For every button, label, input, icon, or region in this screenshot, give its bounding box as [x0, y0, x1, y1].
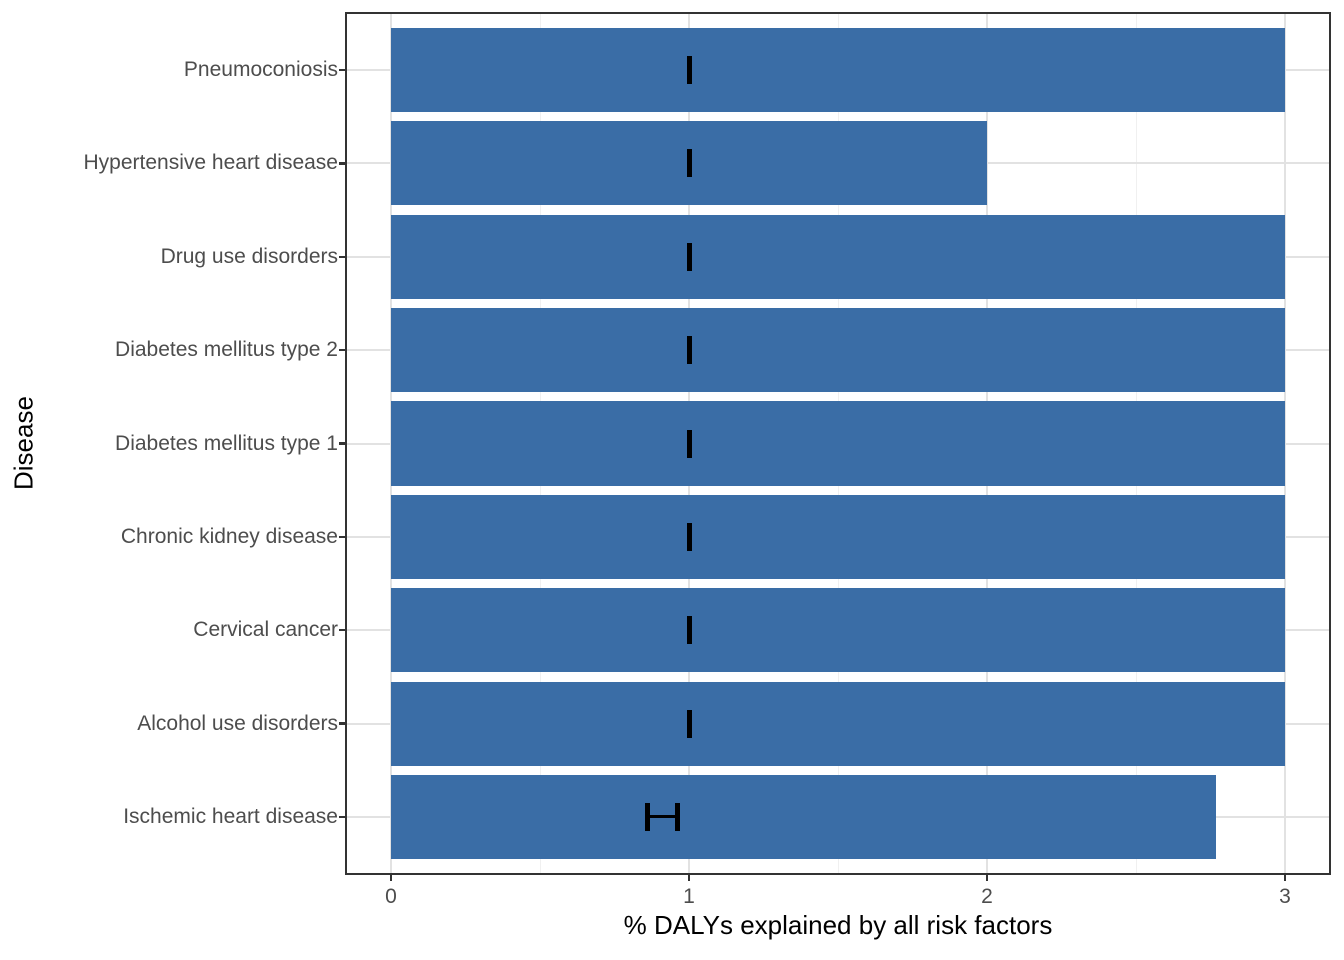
error-bar-tick — [686, 616, 692, 645]
bar — [391, 774, 1217, 859]
bar — [391, 588, 1285, 673]
y-axis-tick — [339, 815, 347, 819]
x-axis-tick — [389, 873, 393, 881]
x-axis-title: % DALYs explained by all risk factors — [623, 910, 1053, 940]
x-tick-label: 2 — [981, 885, 993, 908]
bar — [391, 308, 1285, 393]
bar — [391, 214, 1285, 299]
x-axis-tick — [687, 873, 691, 881]
y-axis-tick — [339, 628, 347, 632]
error-bar-cap — [644, 802, 650, 831]
error-bar-tick — [686, 709, 692, 738]
error-bar-tick — [686, 56, 692, 85]
y-category-label: Drug use disorders — [160, 244, 338, 268]
y-category-label: Hypertensive heart disease — [83, 151, 338, 175]
y-category-label: Diabetes mellitus type 1 — [115, 431, 338, 455]
y-axis-tick — [339, 348, 347, 352]
y-category-label: Diabetes mellitus type 2 — [115, 338, 338, 362]
error-bar-tick — [686, 336, 692, 365]
error-bar-tick — [686, 242, 692, 271]
error-bar-tick — [686, 522, 692, 551]
x-tick-label: 1 — [683, 885, 695, 908]
y-axis-tick — [339, 68, 347, 72]
bar — [391, 401, 1285, 486]
y-category-label: Cervical cancer — [193, 618, 338, 642]
y-category-label: Alcohol use disorders — [137, 711, 338, 735]
x-tick-label: 0 — [385, 885, 397, 908]
error-bar-cap — [674, 802, 680, 831]
bar — [391, 681, 1285, 766]
y-axis-tick — [339, 162, 347, 165]
bar — [391, 28, 1285, 113]
error-bar-line — [647, 815, 678, 819]
bar — [391, 494, 1285, 579]
error-bar-tick — [686, 149, 692, 178]
y-axis-tick — [339, 442, 347, 445]
y-axis-tick — [339, 535, 347, 539]
y-axis-title: Disease — [8, 396, 39, 491]
y-category-label: Chronic kidney disease — [120, 524, 338, 548]
y-axis-tick — [339, 722, 347, 725]
error-bar-tick — [686, 429, 692, 458]
x-axis-tick — [985, 873, 989, 881]
y-category-label: Pneumoconiosis — [183, 58, 338, 82]
y-axis-tick — [339, 255, 347, 258]
x-axis-tick — [1283, 873, 1287, 881]
plot-panel — [347, 14, 1329, 873]
y-category-label: Ischemic heart disease — [123, 804, 338, 828]
x-tick-label: 3 — [1279, 885, 1291, 908]
